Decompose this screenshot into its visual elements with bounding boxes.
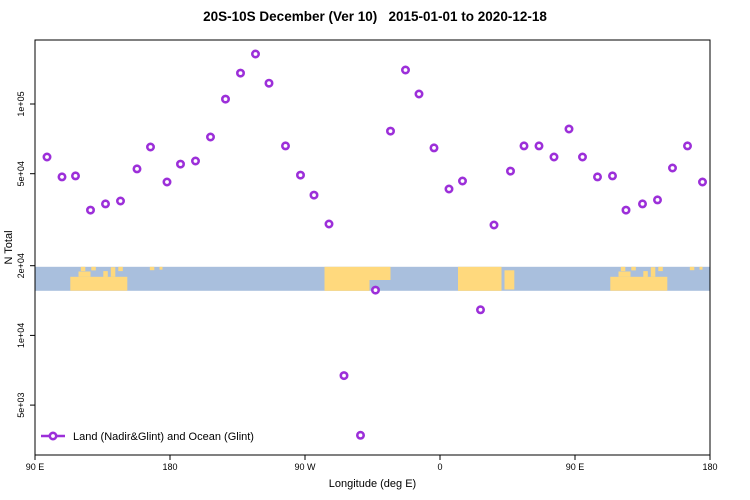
map-band-land [610, 276, 668, 291]
map-band-land [118, 266, 123, 272]
data-point [236, 68, 246, 78]
data-point [191, 156, 201, 166]
data-point [534, 141, 544, 151]
data-point [146, 142, 156, 152]
data-point [667, 163, 677, 173]
y-axis-title: N Total [3, 230, 15, 264]
map-band-land [78, 271, 91, 277]
map-band-land [458, 266, 502, 291]
map-band-land [689, 266, 695, 271]
data-point [339, 371, 349, 381]
data-point [309, 190, 319, 200]
data-point [221, 94, 231, 104]
x-axis-title: Longitude (deg E) [329, 478, 416, 490]
data-point [519, 141, 529, 151]
data-point [57, 172, 67, 182]
data-point [621, 205, 631, 215]
data-point [280, 141, 290, 151]
data-point [400, 65, 410, 75]
data-point [132, 164, 142, 174]
map-band-land [80, 266, 86, 272]
data-point [251, 49, 261, 59]
data-point [697, 177, 707, 187]
data-point [607, 171, 617, 181]
data-point [414, 89, 424, 99]
data-point [162, 177, 172, 187]
x-tick-label: 180 [702, 462, 717, 472]
data-point [489, 220, 499, 230]
data-point [71, 171, 81, 181]
data-point [385, 126, 395, 136]
map-band-land [149, 266, 155, 271]
x-tick-label: 180 [162, 462, 177, 472]
data-point [682, 141, 692, 151]
data-point [116, 196, 126, 206]
map-band-land [631, 266, 636, 271]
data-point [652, 195, 662, 205]
map-band-land [110, 267, 116, 277]
x-tick-label: 0 [437, 462, 442, 472]
data-point [370, 285, 380, 295]
map-band-land [658, 266, 663, 272]
data-point [505, 166, 515, 176]
plot-border [34, 39, 711, 456]
data-point [176, 159, 186, 169]
y-tick-label: 2e+04 [16, 253, 26, 278]
map-band-land [618, 271, 631, 277]
map-band-land [369, 266, 391, 280]
map-band-land [324, 266, 370, 291]
data-point [355, 430, 365, 440]
data-point [444, 184, 454, 194]
data-point [637, 199, 647, 209]
data-point [264, 78, 274, 88]
data-point [86, 205, 96, 215]
map-band-land [70, 276, 128, 291]
y-tick-label: 5e+04 [16, 161, 26, 186]
data-point [429, 143, 439, 153]
data-point [577, 152, 587, 162]
map-band-land [504, 270, 515, 290]
x-tick-label: 90 E [26, 462, 45, 472]
data-point [324, 219, 334, 229]
map-band-land [650, 267, 656, 277]
map-band-land [159, 266, 163, 270]
map-band-land [103, 271, 108, 277]
data-point [101, 199, 111, 209]
map-band-land [91, 266, 96, 271]
data-point [549, 152, 559, 162]
data-point [592, 172, 602, 182]
map-band-land [699, 266, 703, 270]
data-point [42, 152, 52, 162]
data-point [295, 170, 305, 180]
data-point [564, 124, 574, 134]
legend-label: Land (Nadir&Glint) and Ocean (Glint) [73, 431, 254, 443]
y-tick-label: 5e+03 [16, 392, 26, 417]
chart-title: 20S-10S December (Ver 10) 2015-01-01 to … [203, 9, 547, 24]
map-band-land [643, 271, 648, 277]
data-point [475, 305, 485, 315]
data-point [206, 132, 216, 142]
x-tick-label: 90 E [566, 462, 585, 472]
y-tick-label: 1e+04 [16, 323, 26, 348]
legend-marker-circle [48, 431, 58, 441]
x-tick-label: 90 W [294, 462, 316, 472]
map-band-land [620, 266, 626, 272]
y-tick-label: 1e+05 [16, 91, 26, 116]
data-point [457, 176, 467, 186]
